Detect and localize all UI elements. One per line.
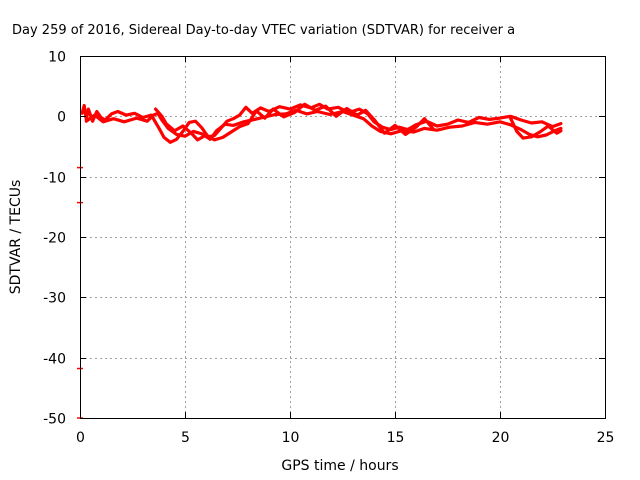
- y-tick-label: -20: [43, 231, 66, 247]
- axis-ticks: [80, 56, 606, 419]
- y-tick-label: 0: [57, 110, 66, 126]
- x-tick-label: 5: [181, 430, 190, 446]
- y-tick-label: -30: [43, 291, 66, 307]
- y-axis-label: SDTVAR / TECUs: [8, 180, 24, 295]
- x-tick-label: 15: [387, 430, 405, 446]
- x-tick-labels: 0 5 10 15 20 25: [76, 430, 614, 446]
- x-tick-label: 20: [492, 430, 510, 446]
- grid: [80, 56, 605, 418]
- y-tick-label: -40: [43, 352, 66, 368]
- chart-title: Day 259 of 2016, Sidereal Day-to-day VTE…: [12, 23, 515, 38]
- sdtvar-trace: [508, 116, 563, 140]
- y-tick-label: -10: [43, 171, 66, 187]
- x-axis-label: GPS time / hours: [281, 458, 398, 474]
- x-tick-label: 10: [282, 430, 300, 446]
- x-tick-label: 25: [597, 430, 615, 446]
- plot-marks: [77, 102, 563, 419]
- sdtvar-trace: [80, 102, 563, 144]
- sdtvar-trace: [154, 102, 435, 142]
- y-tick-label: 10: [48, 50, 66, 66]
- x-tick-label: 0: [76, 430, 85, 446]
- y-tick-label: -50: [43, 412, 66, 428]
- y-tick-labels: 10 0 -10 -20 -30 -40 -50: [43, 50, 66, 428]
